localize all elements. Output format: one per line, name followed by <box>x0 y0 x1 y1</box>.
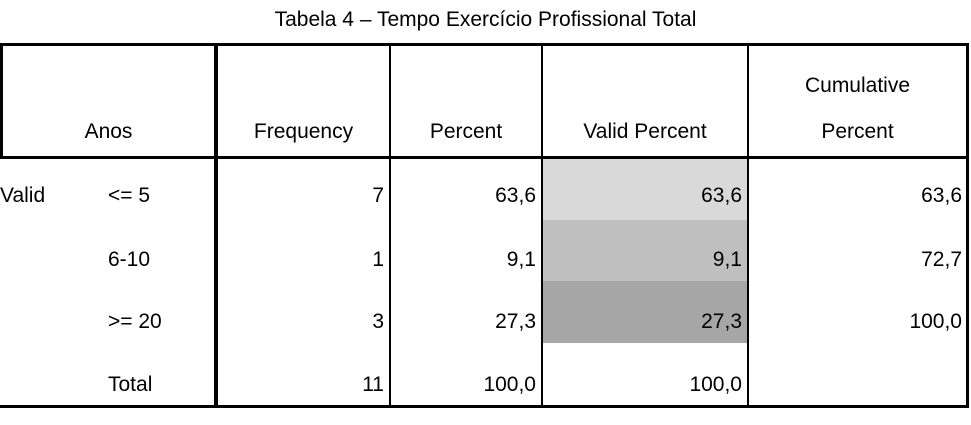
cell-shade <box>543 281 748 343</box>
border <box>0 43 969 46</box>
cell: 63,6 <box>921 184 962 207</box>
border <box>966 43 969 408</box>
cell: 27,3 <box>701 310 742 333</box>
header-cell: Anos <box>84 120 133 143</box>
cell: 100,0 <box>909 310 962 333</box>
header-cell: Cumulative <box>804 74 911 97</box>
cell: 9,1 <box>506 248 536 271</box>
cell: 27,3 <box>495 310 536 333</box>
cell: 63,6 <box>701 184 742 207</box>
header-cell: Valid Percent <box>583 120 707 143</box>
cell: 9,1 <box>712 248 742 271</box>
border <box>0 43 3 159</box>
header-cell: Percent <box>821 120 894 143</box>
row-group-label: Valid <box>0 184 46 207</box>
row-label: >= 20 <box>108 310 162 333</box>
border <box>389 43 391 408</box>
table-title: Tabela 4 – Tempo Exercício Profissional … <box>274 8 697 31</box>
cell: 7 <box>372 184 384 207</box>
border <box>0 405 969 408</box>
row-label: <= 5 <box>108 184 151 207</box>
cell: 72,7 <box>921 248 962 271</box>
cell-shade <box>543 220 748 281</box>
cell: 100,0 <box>483 373 536 396</box>
row-label: 6-10 <box>108 248 151 271</box>
cell-shade <box>543 159 748 220</box>
header-cell: Frequency <box>253 120 354 143</box>
cell: 3 <box>372 310 384 333</box>
cell: 1 <box>372 248 384 271</box>
border <box>541 43 543 408</box>
cell: 11 <box>362 373 384 396</box>
border <box>214 43 218 408</box>
border <box>747 43 749 408</box>
row-label: Total <box>108 373 153 396</box>
cell: 63,6 <box>495 184 536 207</box>
border <box>0 156 969 159</box>
cell: 100,0 <box>689 373 742 396</box>
header-cell: Percent <box>429 120 503 143</box>
